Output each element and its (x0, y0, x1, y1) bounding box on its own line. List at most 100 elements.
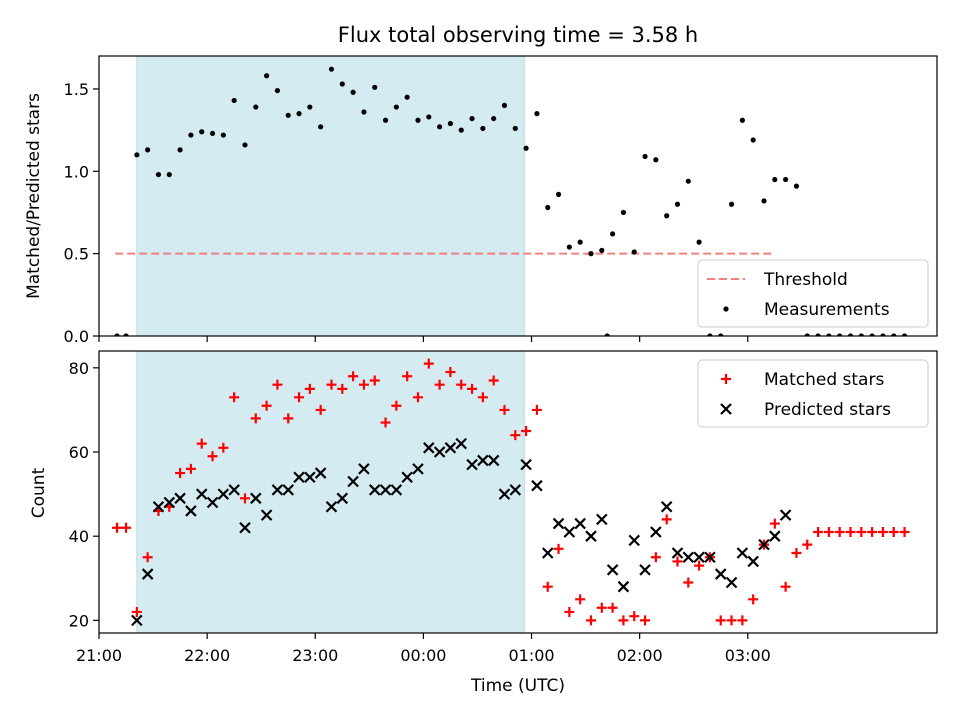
predicted-stars-point (185, 505, 197, 517)
matched-stars-point (596, 602, 607, 613)
measurement-point (285, 112, 291, 118)
matched-stars-point (456, 379, 467, 390)
predicted-stars-point (693, 551, 705, 564)
measurement-point (772, 176, 778, 183)
measurement-point (426, 114, 432, 120)
matched-stars-point (423, 358, 434, 369)
measurement-point (728, 201, 735, 207)
measurement-point (114, 333, 120, 336)
matched-stars-point (780, 581, 791, 592)
measurement-point (837, 333, 843, 336)
measurement-point (826, 333, 832, 336)
matched-stars-point (629, 611, 640, 622)
measurement-point (177, 147, 183, 153)
measurement-point (604, 333, 610, 336)
matched-stars-point (694, 560, 705, 571)
bottom-panel: 20 40 60 80 21:00 22:00 23:00 00:00 01:00 02:00 03… (69, 350, 938, 665)
matched-stars-point (402, 371, 413, 382)
measurement-point (274, 87, 281, 94)
matched-stars-point (856, 526, 867, 537)
predicted-stars-point (423, 442, 435, 454)
matched-stars-point (337, 383, 348, 394)
measurement-point (653, 157, 659, 163)
matched-stars-point (618, 615, 629, 626)
predicted-stars-point (250, 492, 262, 505)
matched-stars-point (737, 615, 748, 626)
predicted-stars-point (779, 509, 792, 521)
predicted-stars-point (520, 458, 532, 471)
matched-stars-point (877, 526, 888, 537)
legend-label: Measurements (764, 300, 890, 320)
measurement-point (880, 333, 886, 336)
predicted-stars-point (347, 475, 359, 488)
predicted-stars-point (358, 463, 370, 475)
predicted-stars-point (293, 471, 305, 484)
x-tick-label: 03:00 (725, 646, 771, 665)
matched-stars-point (196, 438, 207, 449)
matched-stars-point (640, 615, 651, 626)
measurement-point (869, 333, 875, 336)
matched-stars-point (294, 392, 305, 403)
measurement-point (815, 333, 821, 336)
matched-stars-point (391, 400, 402, 411)
bottom-series-0 (112, 358, 910, 626)
measurement-point (891, 333, 897, 336)
legend-predicted-swatch (720, 403, 732, 415)
top-y-tick-label: 1.0 (64, 162, 89, 181)
measurement-point (328, 66, 335, 72)
measurement-point (166, 171, 172, 178)
matched-stars-point (175, 468, 186, 479)
x-axis-label: Time (UTC) (470, 676, 565, 696)
measurement-point (555, 191, 562, 197)
bottom-y-tick-label: 60 (69, 443, 89, 462)
predicted-stars-point (498, 488, 511, 500)
top-axes-frame (98, 55, 938, 337)
predicted-stars-point (650, 526, 662, 538)
predicted-stars-point (531, 479, 543, 492)
bottom-y-tick-label: 40 (69, 527, 89, 546)
measurement-point (469, 115, 475, 122)
measurement-point (783, 176, 789, 183)
top-panel: 0.0 0.5 1.0 1.5 Threshold Measurements (64, 55, 938, 346)
top-y-axis-label: Matched/Predicted stars (24, 93, 44, 299)
predicted-stars-point (152, 500, 165, 513)
measurement-point (523, 145, 529, 151)
chart-title: Flux total observing time = 3.58 h (338, 23, 698, 47)
predicted-stars-point (412, 463, 424, 475)
measurement-point (155, 171, 162, 178)
predicted-stars-point (174, 492, 186, 505)
measurement-point (447, 120, 454, 127)
measurement-point (512, 125, 518, 132)
measurement-point (458, 127, 464, 133)
predicted-stars-point (401, 471, 413, 484)
measurement-point (631, 249, 637, 255)
matched-stars-point (531, 404, 542, 415)
measurement-point (242, 142, 248, 148)
measurement-point (674, 201, 681, 207)
matched-stars-point (672, 556, 683, 567)
measurement-point (534, 111, 540, 117)
top-legend: Threshold Measurements (697, 259, 929, 328)
bottom-axes-frame (98, 350, 938, 634)
measurement-point (231, 97, 237, 104)
measurement-point (577, 239, 583, 245)
measurement-point (599, 247, 605, 253)
predicted-stars-point (455, 437, 468, 450)
x-tick-label: 02:00 (617, 646, 663, 665)
matched-stars-point (650, 552, 661, 563)
measurement-point (318, 124, 324, 130)
predicted-stars-point (325, 500, 338, 513)
measurement-point (199, 129, 205, 135)
predicted-stars-point (314, 467, 327, 479)
legend-measurements-swatch (723, 306, 729, 312)
matched-stars-point (229, 392, 240, 403)
matched-stars-point (304, 383, 315, 394)
measurement-point (761, 198, 767, 204)
top-shaded-span (136, 55, 525, 337)
matched-stars-point (131, 606, 142, 617)
top-y-tick-label: 1.5 (64, 80, 89, 99)
predicted-stars-point (206, 496, 219, 509)
measurement-point (901, 333, 908, 336)
predicted-stars-point (239, 521, 251, 534)
